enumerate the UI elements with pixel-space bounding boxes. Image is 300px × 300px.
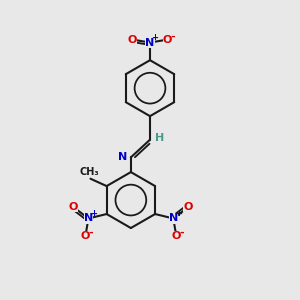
Text: O: O <box>163 34 172 45</box>
Text: -: - <box>88 228 93 238</box>
Text: O: O <box>128 34 137 45</box>
Text: N: N <box>146 38 154 47</box>
Text: -: - <box>179 228 184 238</box>
Text: O: O <box>81 231 90 241</box>
Text: -: - <box>171 32 175 42</box>
Text: N: N <box>169 214 178 224</box>
Text: +: + <box>175 209 182 218</box>
Text: O: O <box>172 231 181 241</box>
Text: +: + <box>90 209 97 218</box>
Text: +: + <box>152 33 158 42</box>
Text: CH₃: CH₃ <box>79 167 99 177</box>
Text: N: N <box>118 152 127 162</box>
Text: O: O <box>69 202 78 212</box>
Text: N: N <box>84 214 93 224</box>
Text: H: H <box>155 133 164 143</box>
Text: O: O <box>183 202 193 212</box>
